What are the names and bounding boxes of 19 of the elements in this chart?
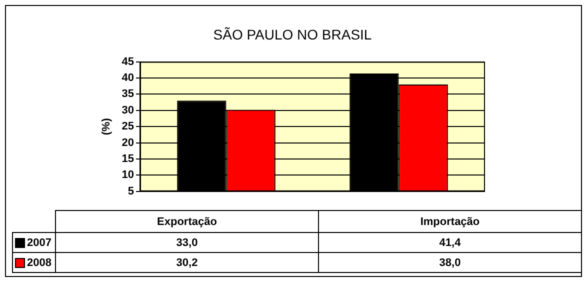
y-tick-label: 10: [122, 169, 134, 182]
x-tick-label: Importação: [318, 210, 582, 232]
y-tick-label: 40: [122, 72, 134, 84]
y-tick-label: 15: [122, 153, 134, 166]
y-tick-label: 5: [128, 185, 134, 198]
y-tick-label: 45: [122, 56, 134, 68]
legend-label: 2007: [12, 232, 56, 252]
legend-label: 2008: [12, 252, 56, 272]
y-tick-label: 20: [122, 136, 134, 149]
y-tick-label: 30: [122, 104, 134, 116]
data-label: 38,0: [318, 252, 582, 272]
y-axis-title: (%): [100, 118, 113, 136]
data-label: 41,4: [318, 232, 582, 252]
y-tick-label: 35: [122, 88, 134, 100]
chart-title: SÃO PAULO NO BRASIL: [213, 26, 372, 42]
data-label: 33,0: [56, 232, 318, 252]
x-tick-label: Exportação: [56, 210, 318, 232]
y-tick-label: 25: [122, 120, 134, 133]
data-label: 30,2: [56, 252, 318, 272]
